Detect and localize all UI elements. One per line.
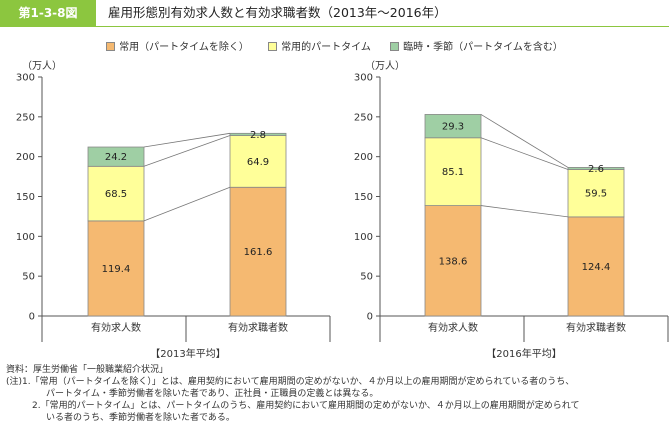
x-category-label: 有効求職者数 xyxy=(228,321,288,334)
legend-swatch-regular-part-time xyxy=(268,42,278,51)
x-category-label: 有効求職者数 xyxy=(566,321,626,334)
chart-legend: 常用（パートタイムを除く） 常用的パートタイム 臨時・季節（パートタイムを含む） xyxy=(0,38,669,53)
data-label: 161.6 xyxy=(244,247,273,258)
connector-line xyxy=(480,205,569,218)
y-tick-label: 200 xyxy=(354,152,373,163)
bar-segment xyxy=(229,135,287,188)
y-tick-label: 250 xyxy=(16,112,35,123)
legend-label-regular: 常用（パートタイムを除く） xyxy=(119,42,249,53)
legend-item-regular-part-time: 常用的パートタイム xyxy=(268,38,371,53)
y-tick-label: 300 xyxy=(16,73,35,84)
connector-line xyxy=(480,137,569,170)
data-label: 138.6 xyxy=(439,256,468,267)
figure-notes: 資料：厚生労働省「一般職業紹介状況」 (注)1.「常用（パートタイムを除く）」と… xyxy=(6,364,666,424)
legend-label-regular-part-time: 常用的パートタイム xyxy=(281,42,371,53)
bar-segment xyxy=(567,169,625,218)
bar-segment xyxy=(567,167,625,170)
y-tick-label: 300 xyxy=(354,73,373,84)
y-tick-label: 50 xyxy=(22,272,35,283)
data-label: 85.1 xyxy=(442,167,464,178)
bar-segment xyxy=(229,132,287,136)
note-2-line-1: 2.「常用的パートタイム」とは、パートタイムのうち、雇用契約において雇用期間の定… xyxy=(32,401,580,411)
note-1-line-1: (注)1.「常用（パートタイムを除く）」とは、雇用契約において雇用期間の定めがな… xyxy=(6,377,575,387)
y-tick-label: 250 xyxy=(354,112,373,123)
source-note: 資料：厚生労働省「一般職業紹介状況」 xyxy=(6,365,169,375)
legend-label-temporary: 臨時・季節（パートタイムを含む） xyxy=(403,42,563,53)
y-tick-label: 0 xyxy=(29,312,35,323)
data-label: 68.5 xyxy=(105,189,127,200)
data-label: 59.5 xyxy=(585,189,607,200)
figure-number-badge: 第1-3-8図 xyxy=(0,0,96,26)
y-tick-label: 100 xyxy=(16,232,35,243)
legend-swatch-temporary xyxy=(390,42,400,51)
legend-swatch-regular xyxy=(106,42,116,51)
bar-segment xyxy=(87,220,145,317)
figure-header: 第1-3-8図 雇用形態別有効求人数と有効求職者数（2013年〜2016年） xyxy=(0,0,669,26)
period-label: 【2013年平均】 xyxy=(150,347,225,360)
connector-line xyxy=(143,186,231,222)
y-tick-label: 150 xyxy=(354,192,373,203)
legend-item-regular: 常用（パートタイムを除く） xyxy=(106,38,249,53)
note-2-line-2: いる者のうち、季節労働者を除いた者である。 xyxy=(46,413,235,423)
data-label: 119.4 xyxy=(102,264,131,275)
data-label: 2.8 xyxy=(250,130,266,141)
header-rule xyxy=(0,26,669,27)
legend-item-temporary: 臨時・季節（パートタイムを含む） xyxy=(390,38,563,53)
bar-segment xyxy=(424,137,482,206)
period-label: 【2016年平均】 xyxy=(486,347,561,360)
unit-label: （万人） xyxy=(365,60,405,72)
connector-line xyxy=(480,114,569,168)
y-tick-label: 50 xyxy=(360,272,373,283)
connector-line xyxy=(143,132,231,148)
data-label: 29.3 xyxy=(442,122,464,133)
data-label: 64.9 xyxy=(247,157,269,168)
data-label: 2.6 xyxy=(588,164,604,175)
x-category-label: 有効求人数 xyxy=(91,321,141,334)
connector-line xyxy=(143,135,231,167)
bar-segment xyxy=(567,216,625,317)
bar-segment xyxy=(424,114,482,139)
data-label: 24.2 xyxy=(105,152,127,163)
unit-label: （万人） xyxy=(22,60,62,72)
x-category-label: 有効求人数 xyxy=(428,321,478,334)
data-label: 124.4 xyxy=(582,262,611,273)
y-tick-label: 0 xyxy=(367,312,373,323)
figure-title: 雇用形態別有効求人数と有効求職者数（2013年〜2016年） xyxy=(108,5,447,20)
y-tick-label: 100 xyxy=(354,232,373,243)
note-1-line-2: パートタイム・季節労働者を除いた者であり、正社員・正職員の定義とは異なる。 xyxy=(46,389,379,399)
bar-segment xyxy=(87,146,145,167)
bar-segment xyxy=(87,165,145,222)
bar-segment xyxy=(229,186,287,317)
y-tick-label: 200 xyxy=(16,152,35,163)
y-tick-label: 150 xyxy=(16,192,35,203)
bar-segment xyxy=(424,205,482,317)
